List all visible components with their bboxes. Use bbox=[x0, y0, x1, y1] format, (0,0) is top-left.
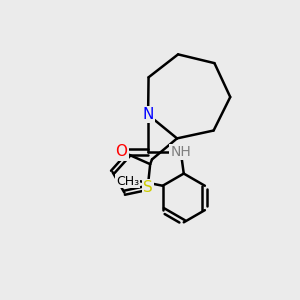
Text: S: S bbox=[143, 180, 153, 195]
Text: NH: NH bbox=[170, 145, 191, 159]
Text: N: N bbox=[142, 107, 154, 122]
Text: CH₃: CH₃ bbox=[116, 175, 139, 188]
Text: O: O bbox=[115, 144, 127, 159]
